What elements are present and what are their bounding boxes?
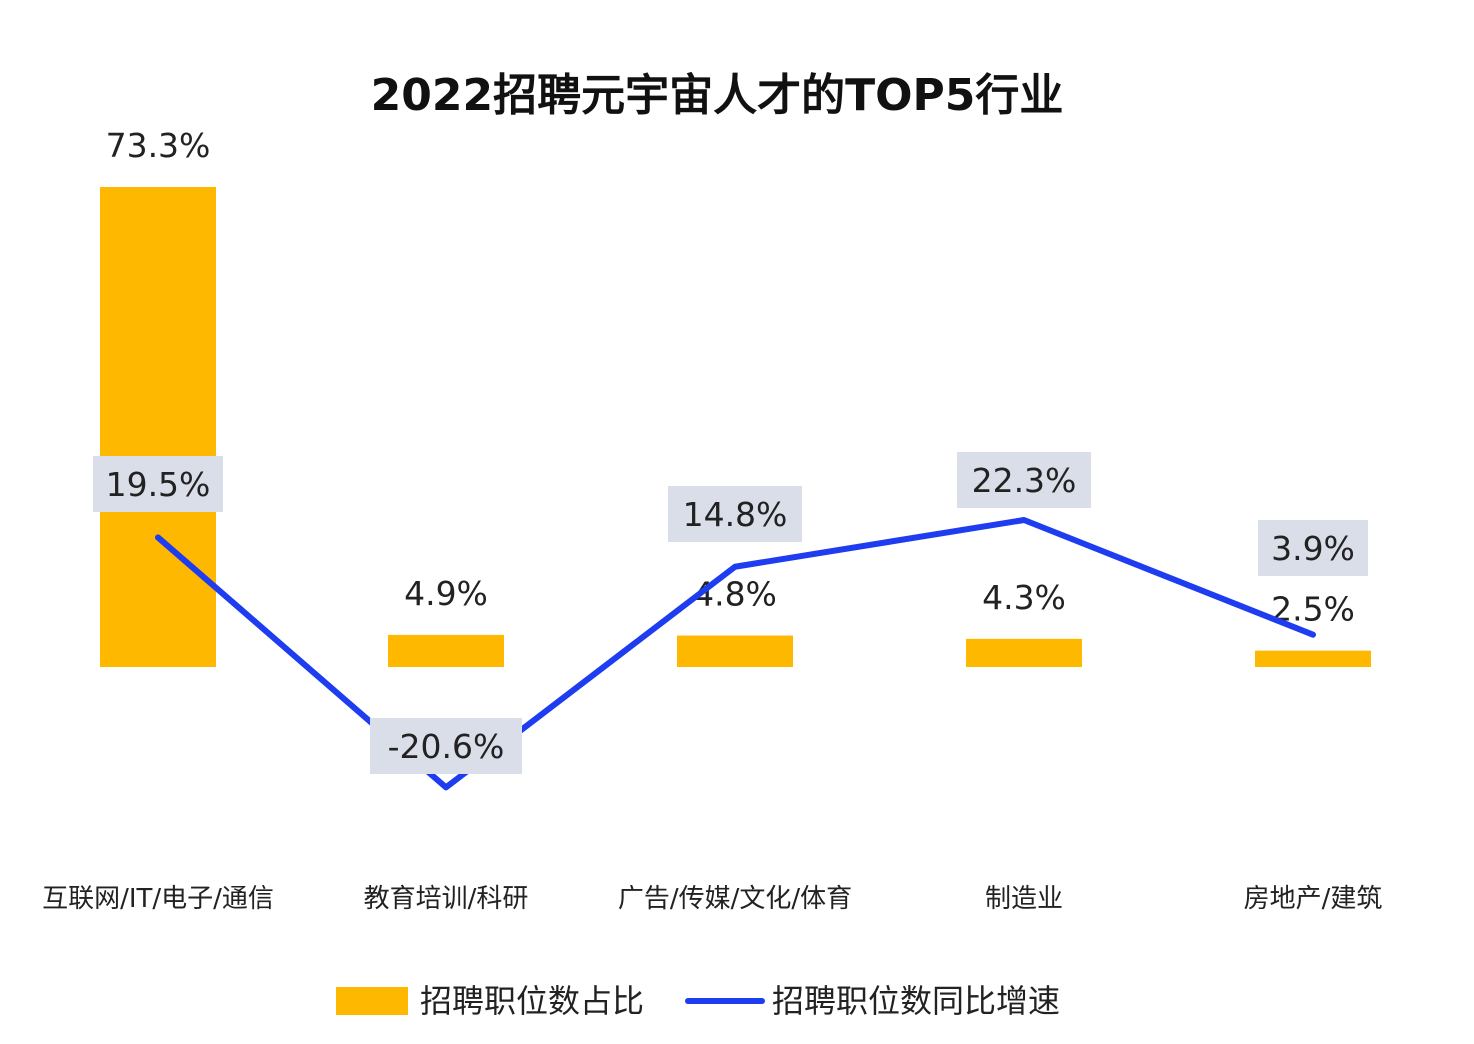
line-label-box-2 [668,486,802,542]
line-value-label-2: 14.8% [668,486,802,542]
line-value-label-1: -20.6% [370,718,522,774]
bar-value-label-2: 4.8% [693,575,777,614]
bar-0 [100,187,216,667]
legend: 招聘职位数占比 招聘职位数同比增速 [336,982,1060,1020]
bar-value-label-3: 4.3% [982,578,1066,617]
category-label-3: 制造业 [985,884,1063,914]
bars-layer [100,187,1371,667]
line-label-text-0: 19.5% [106,465,211,504]
legend-bar-label: 招聘职位数占比 [420,982,644,1020]
category-label-4: 房地产/建筑 [1244,884,1383,914]
category-labels-layer: 互联网/IT/电子/通信 教育培训/科研 广告/传媒/文化/体育 制造业 房地产/建筑 [42,884,1382,914]
category-label-1: 教育培训/科研 [364,884,529,914]
legend-line-label: 招聘职位数同比增速 [772,982,1060,1020]
line-value-label-3: 22.3% [957,452,1091,508]
line-label-text-3: 22.3% [972,461,1077,500]
chart-title: 2022招聘元宇宙人才的TOP5行业 [371,70,1064,121]
line-label-text-4: 3.9% [1271,529,1355,568]
bar-1 [388,634,504,667]
line-labels-layer: 19.5% -20.6% 14.8% 22.3% 3.9% [93,452,1368,774]
growth-line [155,517,1316,791]
bar-2 [677,635,793,667]
legend-bar-swatch [336,987,408,1015]
bar-value-label-1: 4.9% [404,574,488,613]
bar-value-label-0: 73.3% [106,126,211,165]
bar-3 [966,638,1082,667]
line-label-box-1 [370,718,522,774]
line-layer [155,517,1316,791]
line-value-label-4: 3.9% [1258,520,1368,576]
line-label-text-2: 14.8% [683,495,788,534]
line-label-text-1: -20.6% [388,727,505,766]
line-label-box-3 [957,452,1091,508]
category-label-0: 互联网/IT/电子/通信 [42,884,274,914]
line-value-label-0: 19.5% [93,456,223,512]
line-label-box-4 [1258,520,1368,576]
line-label-box-0 [93,456,223,512]
bar-labels-layer: 73.3%4.9% 4.8% 4.3% 2.5% [106,126,1355,629]
bar-4 [1255,650,1371,667]
category-label-2: 广告/传媒/文化/体育 [618,884,852,914]
